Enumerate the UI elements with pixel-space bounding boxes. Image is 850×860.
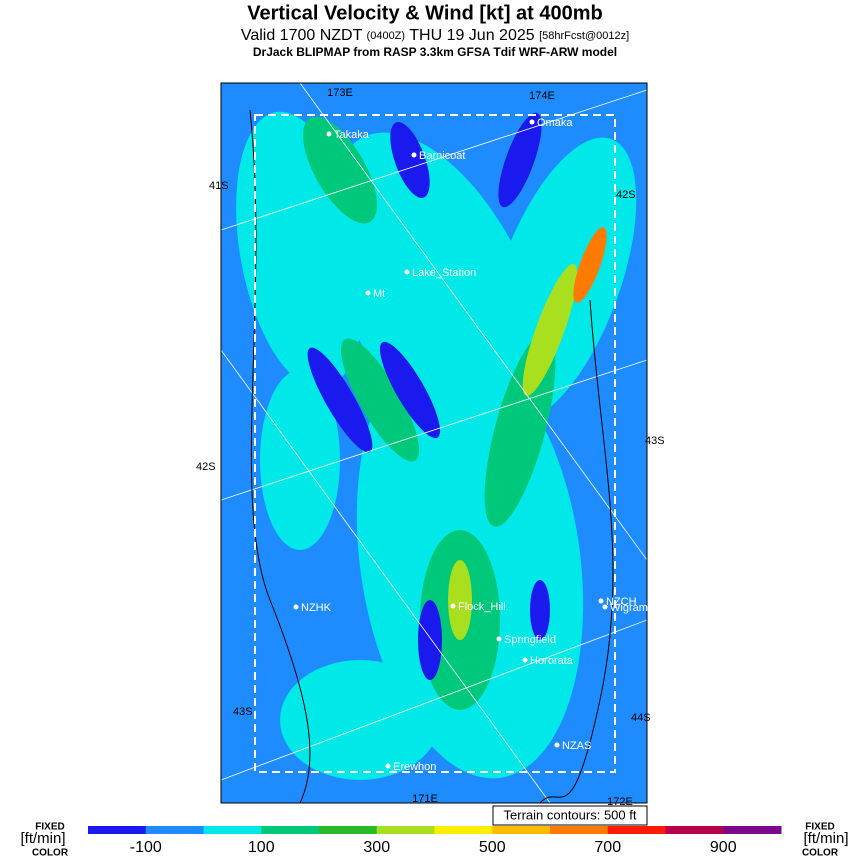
color-swatch [665,826,724,834]
color-swatch [145,826,204,834]
place-dot [411,152,417,158]
place-label: Takaka [334,129,370,141]
place-dot [602,604,608,610]
forecast: [58hrFcst@0012z] [539,30,629,42]
terrain-note: Terrain contours: 500 ft [504,807,637,822]
grid-label: 171E [412,793,438,805]
subtitle: Valid 1700 NZDT (0400Z) THU 19 Jun 2025 … [241,27,629,44]
grid-label: 41S [209,180,229,192]
grid-label: 43S [645,435,665,447]
cb-label: [ft/min] [803,830,848,847]
cb-tick: 500 [479,839,506,856]
grid-label: 43S [233,706,253,718]
place-label: NZAS [562,740,591,752]
grid-label: 173E [327,87,353,99]
model: DrJack BLIPMAP from RASP 3.3km GFSA Tdif… [253,45,617,59]
place-label: Omaka [537,117,573,129]
color-swatch [723,826,782,834]
place-dot [529,119,535,125]
color-swatch [434,826,493,834]
place-dot [522,657,528,663]
place-dot [598,598,604,604]
date: THU 19 Jun 2025 [409,27,535,44]
grid-label: 44S [631,712,651,724]
place-label: NZCH [606,596,637,608]
color-swatch [607,826,666,834]
map: 173E 174E 41S 42S 42S 43S 43S 44S 171E 1… [196,82,665,826]
color-swatch [319,826,378,834]
place-dot [326,131,332,137]
color-swatch [261,826,320,834]
place-dot [365,290,371,296]
places: Takaka Omaka Barnicoat Lake_Station Mt NZHK Fl… [293,117,648,773]
valid: Valid 1700 NZDT [241,27,363,44]
cb-tick: 300 [363,839,390,856]
place-label: Wigram [610,602,648,614]
place-dot [554,742,560,748]
cb-label: FIXED [805,822,834,833]
grid-label: 42S [616,189,636,201]
cb-tick: -100 [130,839,162,856]
map-field [221,83,647,803]
cb-label: [ft/min] [20,830,65,847]
place-dot [450,603,456,609]
place-label: Hororata [530,655,574,667]
cb-label: COLOR [32,848,69,859]
place-dot [385,763,391,769]
place-dot [404,269,410,275]
place-label: Lake_Station [412,267,476,279]
cb-label: COLOR [802,848,839,859]
place-label: Springfield [504,634,556,646]
color-swatch [376,826,435,834]
title: Vertical Velocity & Wind [kt] at 400mb [247,2,603,24]
terrain-box [492,805,648,826]
place-label: Erewhon [393,761,436,773]
utc: (0400Z) [367,30,406,42]
color-swatch [88,826,147,834]
cb-label: FIXED [35,822,64,833]
place-dot [293,604,299,610]
place-label: Flock_Hill [458,601,506,613]
color-swatch [492,826,551,834]
grid-label: 174E [529,90,555,102]
colorbar-left: FIXED [ft/min] COLOR FIXED [ft/min] COLO… [20,822,848,859]
place-label: Barnicoat [419,150,465,162]
cb-tick: 900 [710,839,737,856]
grid-label: 172E [607,796,633,808]
cb-tick: 100 [248,839,275,856]
color-swatch [203,826,262,834]
place-label: Mt [373,288,385,300]
place-label: NZHK [301,602,332,614]
cb-tick: 700 [594,839,621,856]
colorbar: -100 100 300 500 700 900 [88,826,782,856]
place-dot [496,636,502,642]
grid-label: 42S [196,461,216,473]
color-swatch [550,826,609,834]
